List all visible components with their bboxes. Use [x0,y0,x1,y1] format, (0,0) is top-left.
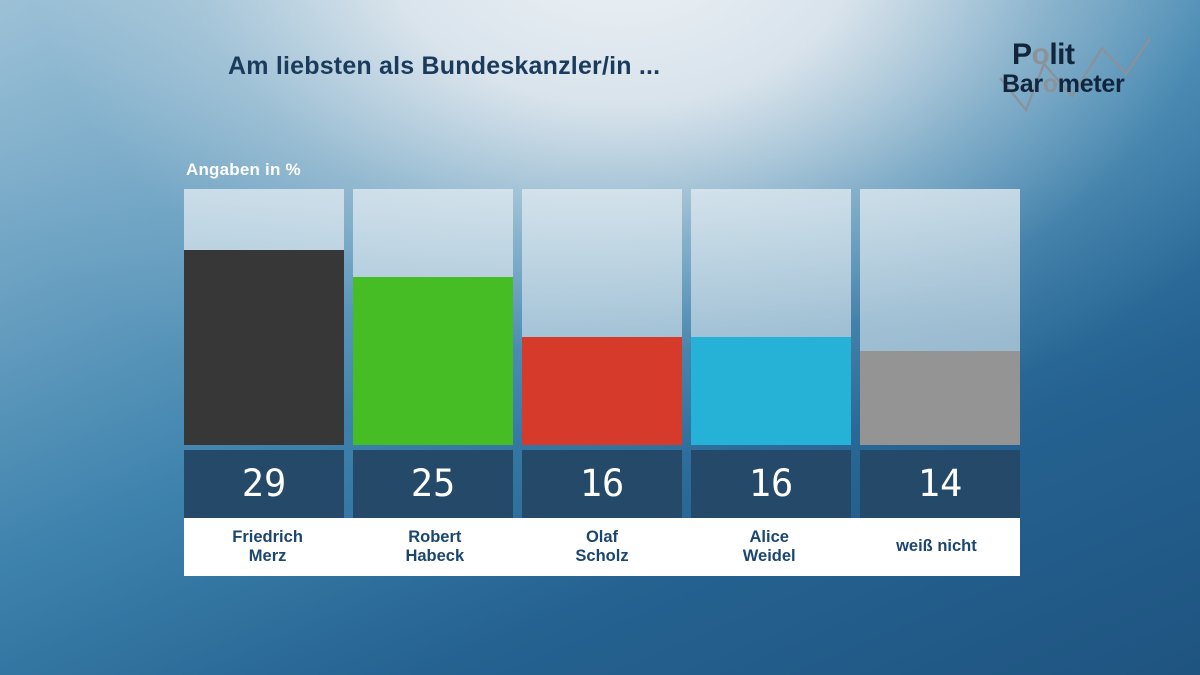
axis-unit-note: Angaben in % [186,160,301,179]
value-label: 16 [691,450,851,518]
logo-char-lit: lit [1049,38,1075,71]
page-title: Am liebsten als Bundeskanzler/in ... [228,52,661,80]
bar-column [691,189,851,445]
value-label: 25 [353,450,513,518]
bar-column [353,189,513,445]
zigzag-check-icon [999,37,1151,113]
bar-4 [691,337,851,445]
polit-barometer-logo: Polit Barometer [998,34,1158,114]
logo-char-p: P [1012,38,1032,71]
category-label: Olaf Scholz [575,527,629,565]
bar-2 [353,277,513,445]
category-label: weiß nicht [896,537,977,556]
value-label: 16 [522,450,682,518]
value-label: 29 [184,450,344,518]
bar-1 [184,250,344,445]
bar-column [860,189,1020,445]
logo-char-o1: o [1031,38,1050,71]
category-label: Robert Habeck [405,527,465,565]
bar-column [184,189,344,445]
label-band: Friedrich Merz Robert Habeck Olaf Scholz Alice… [184,518,1020,576]
bar-column [522,189,682,445]
bar-columns [184,189,1020,445]
bar-3 [522,337,682,445]
logo-char-bar: Bar [1002,70,1043,98]
category-label: Friedrich Merz [232,527,303,565]
logo-line-polit: Polit [1012,38,1075,72]
bar-5 [860,351,1020,445]
logo-char-o2: o [1042,70,1058,98]
value-label: 14 [860,450,1020,518]
logo-char-meter: meter [1057,70,1125,98]
logo-line-barometer: Barometer [1002,70,1125,99]
value-band: 29 25 16 16 14 [184,450,1020,518]
category-label: Alice Weidel [742,527,796,565]
